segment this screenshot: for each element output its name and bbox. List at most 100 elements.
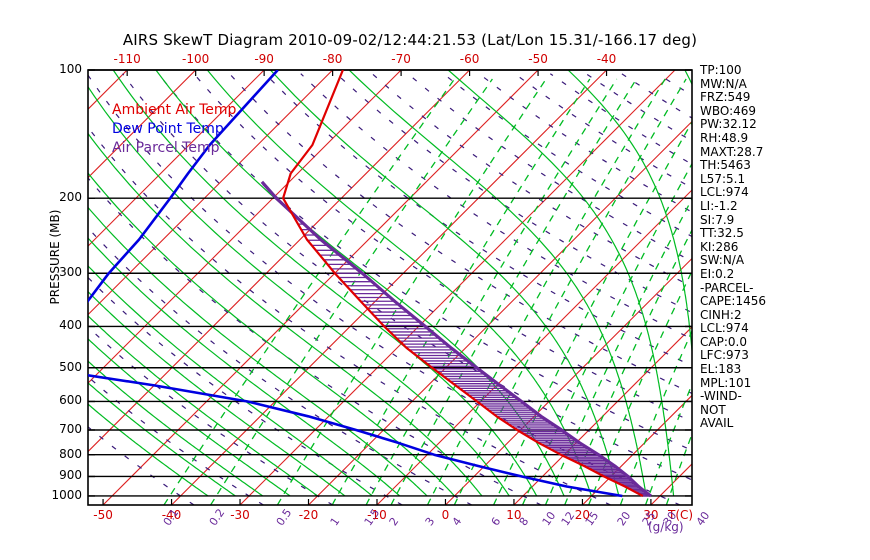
parameter-line: MW:N/A — [700, 76, 747, 91]
parameter-line: LCL:974 — [700, 185, 749, 200]
parameter-line: -PARCEL- — [700, 280, 754, 295]
bottom-temp-tick-label: -30 — [230, 508, 250, 522]
moist-adiabat-line — [88, 237, 401, 497]
moist-adiabat-line — [88, 206, 428, 497]
mixing-ratio-line — [644, 382, 692, 505]
parameter-line: LCL:974 — [700, 321, 749, 336]
isotherm-line — [856, 70, 870, 505]
top-temp-tick-label: -100 — [182, 52, 210, 66]
dry-adiabat-line — [157, 73, 692, 452]
grid-lines — [88, 70, 870, 505]
parameter-line: NOT — [700, 402, 726, 417]
parameter-line: WBO:469 — [700, 103, 757, 118]
parameter-line: MPL:101 — [700, 375, 752, 390]
pressure-tick-label: 100 — [59, 62, 82, 76]
moist-adiabat-line — [88, 172, 455, 497]
mixing-ratio-line — [210, 78, 493, 505]
top-temp-tick-label: -80 — [322, 52, 343, 66]
mixing-ratio-line — [564, 228, 692, 505]
pressure-tick-label: 200 — [59, 190, 82, 205]
dry-adiabat-line — [122, 73, 692, 481]
parameter-line: EI:0.2 — [700, 266, 735, 281]
pressure-tick-label: 500 — [59, 359, 82, 374]
data-series — [88, 70, 652, 498]
isotherm-line — [171, 70, 607, 505]
isotherm-line — [513, 326, 692, 505]
moist-adiabat-line — [88, 85, 510, 497]
isotherm-line — [239, 70, 676, 505]
isotherm-line — [88, 70, 402, 384]
legend-item-parcel: Air Parcel Temp — [112, 140, 220, 156]
top-temp-tick-label: -40 — [596, 52, 617, 66]
mixing-ratio-line — [544, 197, 692, 505]
pressure-tick-label: 900 — [59, 468, 82, 483]
dry-adiabat-line — [193, 73, 692, 423]
isotherm-line — [376, 189, 692, 505]
dry-adiabat-line — [407, 73, 692, 263]
dry-adiabat-line — [478, 73, 692, 213]
pressure-tick-label: 800 — [59, 446, 82, 461]
x-axis-mixing-label: (g/kg) — [648, 520, 684, 534]
parameter-panel: TP:100 MW:N/A FRZ:549 WBO:469 PW:32.12 RH:48.… — [700, 63, 766, 431]
pressure-tick-label: 700 — [59, 421, 82, 436]
moist-adiabat-line — [88, 132, 483, 497]
parameter-line: TP:100 — [700, 63, 742, 77]
moist-adiabat-line — [88, 265, 373, 497]
isotherm-line — [788, 70, 870, 505]
parameter-line: FRZ:549 — [700, 90, 751, 105]
parameter-line: -WIND- — [700, 389, 742, 404]
isotherm-line — [88, 70, 128, 110]
top-temp-tick-label: -50 — [528, 52, 548, 66]
moist-adiabat-line — [88, 315, 318, 497]
dewpoint-curve — [88, 70, 623, 498]
parameter-line: CAP:0.0 — [700, 334, 747, 349]
legend: Ambient Air Temp Dew Point Temp Air Parc… — [112, 102, 236, 156]
x-axis-temp-label: T(C) — [668, 508, 694, 522]
pressure-tick-label: 1000 — [51, 487, 82, 502]
moist-adiabat-line — [88, 290, 346, 497]
moist-adiabat-line — [269, 70, 620, 497]
isotherm-line — [88, 70, 197, 179]
parameter-line: CINH:2 — [700, 307, 742, 322]
parameter-line: AVAIL — [700, 416, 734, 431]
plot-frame — [87, 69, 693, 506]
parameter-line: LFC:973 — [700, 348, 749, 363]
pressure-tick-label: 600 — [59, 393, 82, 408]
parameter-line: MAXT:28.7 — [700, 144, 764, 159]
bottom-temp-tick-label: 30 — [643, 508, 659, 522]
dry-adiabat-line — [300, 73, 692, 340]
legend-item-ambient: Ambient Air Temp — [112, 102, 237, 118]
moist-adiabat-line — [112, 70, 538, 497]
top-temp-tick-label: -90 — [254, 52, 274, 66]
isotherm-line — [308, 120, 692, 505]
dry-adiabat-line — [88, 227, 473, 505]
top-temp-tick-label: -60 — [459, 52, 480, 66]
mixing-ratio-line — [493, 120, 692, 505]
parameter-line: CAPE:1456 — [700, 294, 766, 309]
bottom-temp-tick-label: -20 — [298, 508, 319, 522]
mixing-ratio-line — [619, 329, 692, 505]
bottom-temp-tick-label: -10 — [367, 508, 387, 522]
moist-adiabat-line — [88, 382, 236, 497]
parameter-line: TH:5463 — [700, 158, 751, 173]
cape-hatch-region — [291, 211, 652, 497]
moist-adiabat-line — [567, 70, 692, 357]
parameter-line: L57:5.1 — [700, 171, 746, 186]
bottom-temp-tick-label: -40 — [161, 508, 182, 522]
bottom-temp-tick-label: 10 — [506, 508, 522, 522]
isotherm-line — [88, 70, 334, 316]
moist-adiabat-line — [88, 360, 264, 497]
top-temp-tick-label: -70 — [391, 52, 411, 66]
parameter-line: LI:-1.2 — [700, 198, 738, 213]
moist-adiabat-line — [88, 403, 209, 497]
isotherm-line — [88, 70, 470, 453]
bottom-temp-tick-label: 20 — [574, 508, 591, 522]
bottom-temp-tick-label: 0 — [441, 508, 450, 522]
parameter-line: EL:183 — [700, 362, 742, 377]
bottom-temp-tick-label: -50 — [93, 508, 113, 522]
top-temp-tick-label: -110 — [113, 52, 141, 66]
mixing-ratio-line — [276, 78, 547, 505]
dry-adiabat-line — [88, 276, 403, 505]
isotherm-line — [445, 257, 692, 505]
